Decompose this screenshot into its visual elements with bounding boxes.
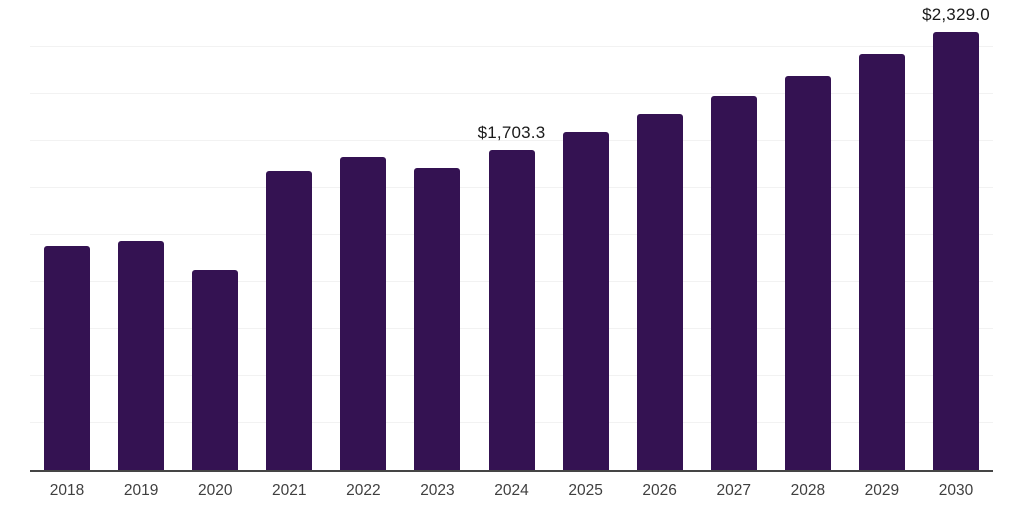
x-tick-label-2024: 2024 bbox=[494, 482, 529, 499]
bar-series: $1,703.3 $2,329.0 bbox=[30, 0, 993, 470]
bar-slot-2029 bbox=[845, 0, 919, 470]
bar-2025 bbox=[562, 131, 609, 470]
x-tick-label-2025: 2025 bbox=[568, 482, 603, 499]
x-tick-label-2018: 2018 bbox=[49, 482, 85, 499]
x-tick-label-2022: 2022 bbox=[346, 482, 381, 499]
bar-2018 bbox=[44, 246, 91, 470]
bar-2029 bbox=[858, 53, 905, 470]
bar-2026 bbox=[636, 113, 683, 470]
x-tick-label-2026: 2026 bbox=[642, 482, 677, 499]
bar-slot-2021 bbox=[252, 0, 326, 470]
x-axis-line bbox=[30, 470, 993, 472]
bar-slot-2026 bbox=[623, 0, 697, 470]
data-label-2030: $2,329.0 bbox=[922, 5, 990, 25]
bar-slot-2022 bbox=[326, 0, 400, 470]
x-tick-label-2023: 2023 bbox=[420, 482, 455, 499]
bar-slot-2027 bbox=[697, 0, 771, 470]
data-label-2024: $1,703.3 bbox=[477, 122, 546, 142]
bar-slot-2025 bbox=[549, 0, 623, 470]
bar-2030 bbox=[932, 32, 979, 470]
bar-2021 bbox=[266, 171, 313, 470]
bar-2022 bbox=[340, 156, 387, 470]
bar-slot-2024: $1,703.3 bbox=[474, 0, 548, 470]
x-tick-label-2029: 2029 bbox=[864, 482, 900, 499]
x-tick-label-2019: 2019 bbox=[123, 482, 159, 499]
bar-slot-2019 bbox=[104, 0, 178, 470]
gridline-1750 bbox=[30, 140, 993, 141]
gridline-2250 bbox=[30, 46, 993, 47]
bar-slot-2023 bbox=[400, 0, 474, 470]
bar-2020 bbox=[192, 269, 239, 470]
bar-slot-2018 bbox=[30, 0, 104, 470]
bar-2019 bbox=[118, 241, 165, 470]
x-tick-label-2020: 2020 bbox=[197, 482, 233, 499]
bar-2023 bbox=[414, 167, 461, 470]
x-tick-label-2030: 2030 bbox=[938, 482, 974, 499]
bar-2027 bbox=[710, 96, 757, 470]
bar-slot-2020 bbox=[178, 0, 252, 470]
x-axis-tick-labels: 2018 2019 2020 2021 2022 2023 2024 2025 2026 2027… bbox=[30, 472, 993, 500]
x-tick-label-2028: 2028 bbox=[790, 482, 826, 499]
bar-slot-2028 bbox=[771, 0, 845, 470]
bar-slot-2030: $2,329.0 bbox=[919, 0, 993, 470]
bar-2024 bbox=[488, 149, 535, 470]
x-tick-label-2021: 2021 bbox=[272, 482, 307, 499]
bar-2028 bbox=[784, 76, 831, 470]
gridline-2000 bbox=[30, 93, 993, 94]
x-tick-label-2027: 2027 bbox=[716, 482, 751, 499]
plot-area: $1,703.3 $2,329.0 bbox=[30, 0, 993, 472]
